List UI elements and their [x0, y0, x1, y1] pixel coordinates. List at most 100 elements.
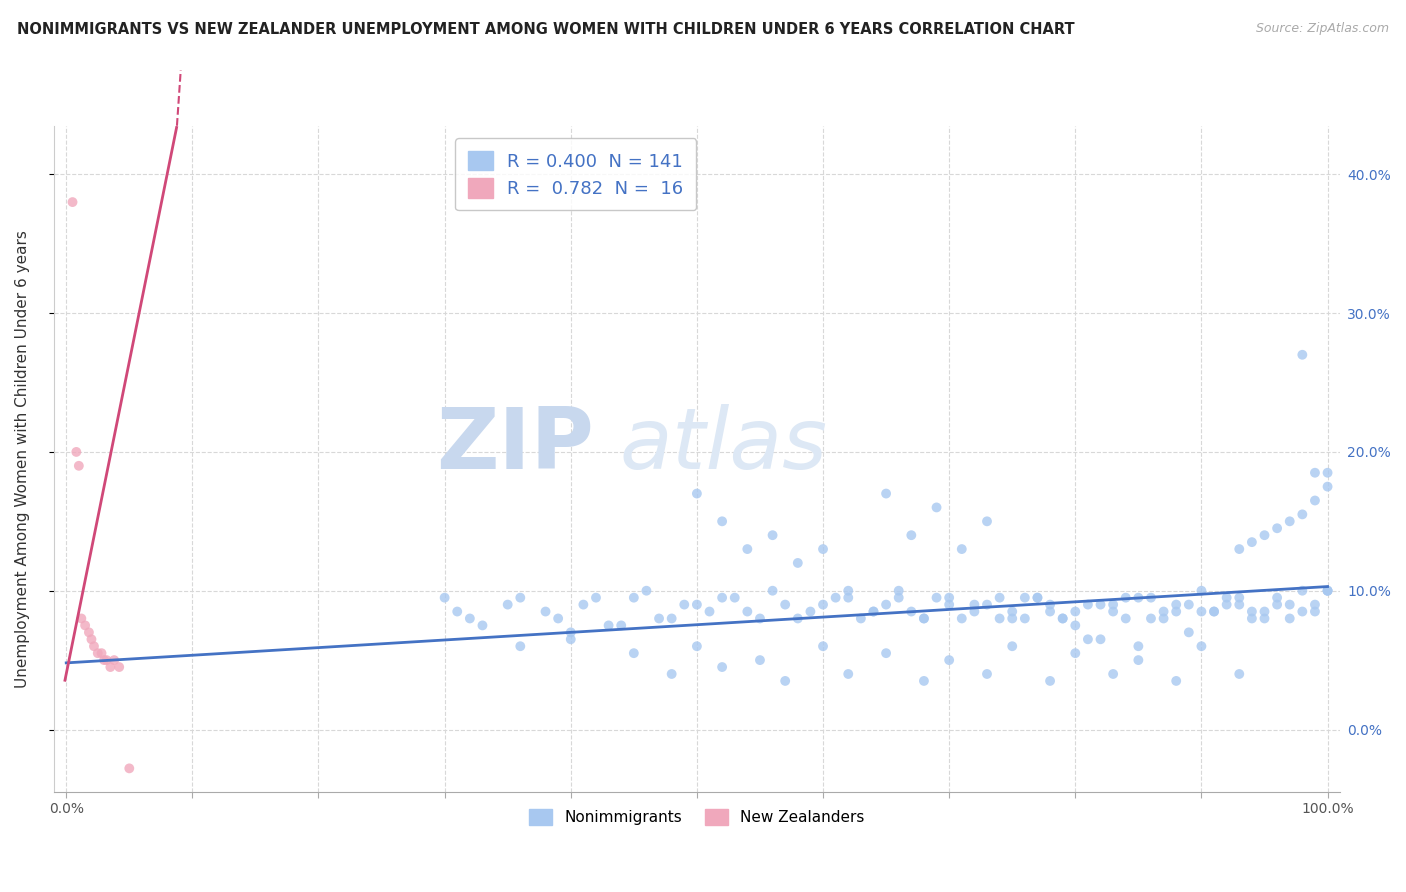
- Point: [1001, 605, 1024, 619]
- Point: [90, 646, 112, 660]
- Point: [1064, 618, 1087, 632]
- Point: [1001, 639, 1024, 653]
- Point: [749, 653, 772, 667]
- Point: [686, 639, 709, 653]
- Point: [1178, 625, 1201, 640]
- Text: NONIMMIGRANTS VS NEW ZEALANDER UNEMPLOYMENT AMONG WOMEN WITH CHILDREN UNDER 6 YE: NONIMMIGRANTS VS NEW ZEALANDER UNEMPLOYM…: [17, 22, 1074, 37]
- Legend: Nonimmigrants, New Zealanders: Nonimmigrants, New Zealanders: [523, 803, 870, 831]
- Point: [1064, 646, 1087, 660]
- Y-axis label: Unemployment Among Women with Children Under 6 years: Unemployment Among Women with Children U…: [15, 230, 30, 688]
- Point: [1316, 583, 1339, 598]
- Point: [925, 591, 948, 605]
- Point: [1128, 639, 1150, 653]
- Point: [67, 458, 90, 473]
- Point: [912, 611, 935, 625]
- Point: [1115, 611, 1137, 625]
- Point: [1115, 591, 1137, 605]
- Point: [1178, 598, 1201, 612]
- Point: [1128, 653, 1150, 667]
- Point: [509, 591, 531, 605]
- Point: [661, 611, 683, 625]
- Point: [1166, 673, 1188, 688]
- Point: [1240, 611, 1263, 625]
- Point: [824, 591, 846, 605]
- Point: [1102, 667, 1125, 681]
- Point: [1253, 605, 1275, 619]
- Point: [1039, 598, 1062, 612]
- Point: [875, 486, 897, 500]
- Point: [80, 632, 103, 647]
- Point: [950, 542, 973, 557]
- Text: Source: ZipAtlas.com: Source: ZipAtlas.com: [1256, 22, 1389, 36]
- Point: [773, 673, 796, 688]
- Point: [1316, 583, 1339, 598]
- Point: [686, 486, 709, 500]
- Point: [1077, 598, 1099, 612]
- Point: [938, 598, 960, 612]
- Point: [1265, 598, 1288, 612]
- Point: [585, 591, 607, 605]
- Point: [1240, 605, 1263, 619]
- Point: [1102, 598, 1125, 612]
- Point: [103, 653, 125, 667]
- Point: [963, 598, 986, 612]
- Point: [811, 598, 834, 612]
- Point: [1102, 605, 1125, 619]
- Point: [686, 598, 709, 612]
- Point: [118, 761, 141, 775]
- Point: [75, 618, 97, 632]
- Point: [837, 591, 859, 605]
- Point: [1166, 605, 1188, 619]
- Point: [1215, 598, 1237, 612]
- Point: [938, 653, 960, 667]
- Point: [761, 583, 783, 598]
- Point: [1278, 514, 1301, 528]
- Point: [446, 605, 468, 619]
- Point: [471, 618, 494, 632]
- Point: [1026, 591, 1049, 605]
- Point: [1166, 598, 1188, 612]
- Point: [711, 591, 734, 605]
- Point: [1090, 598, 1112, 612]
- Point: [433, 591, 456, 605]
- Point: [887, 583, 910, 598]
- Point: [837, 583, 859, 598]
- Point: [912, 673, 935, 688]
- Point: [93, 653, 115, 667]
- Point: [560, 632, 582, 647]
- Point: [1191, 639, 1213, 653]
- Point: [900, 528, 922, 542]
- Point: [1291, 605, 1313, 619]
- Point: [598, 618, 620, 632]
- Point: [1052, 611, 1074, 625]
- Point: [976, 667, 998, 681]
- Point: [1265, 521, 1288, 535]
- Point: [96, 653, 118, 667]
- Point: [699, 605, 721, 619]
- Point: [811, 639, 834, 653]
- Point: [661, 667, 683, 681]
- Point: [83, 639, 105, 653]
- Point: [100, 660, 122, 674]
- Point: [1215, 591, 1237, 605]
- Point: [976, 598, 998, 612]
- Point: [1291, 508, 1313, 522]
- Point: [1191, 583, 1213, 598]
- Point: [1303, 493, 1326, 508]
- Point: [912, 611, 935, 625]
- Point: [773, 598, 796, 612]
- Point: [737, 542, 759, 557]
- Point: [1253, 528, 1275, 542]
- Point: [1202, 605, 1225, 619]
- Point: [1014, 591, 1036, 605]
- Point: [560, 625, 582, 640]
- Point: [900, 605, 922, 619]
- Point: [749, 611, 772, 625]
- Point: [62, 195, 84, 210]
- Point: [737, 605, 759, 619]
- Point: [1278, 598, 1301, 612]
- Point: [1291, 583, 1313, 598]
- Point: [108, 660, 131, 674]
- Point: [1253, 611, 1275, 625]
- Point: [572, 598, 595, 612]
